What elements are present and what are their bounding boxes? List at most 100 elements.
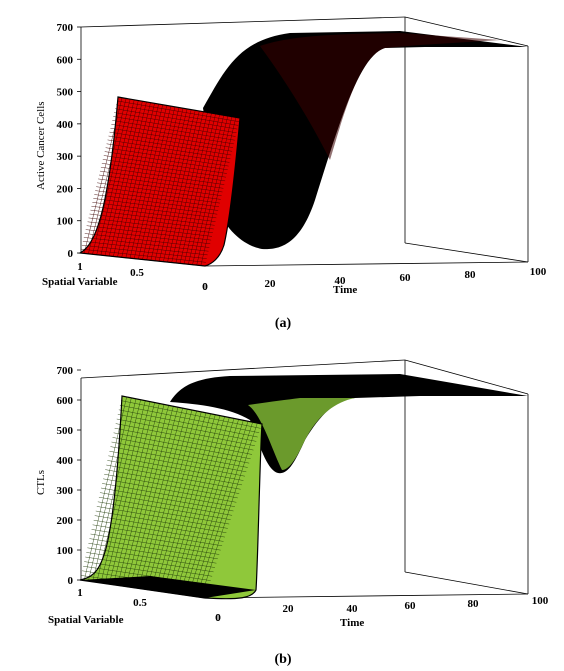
b-mesh-line-h	[88, 542, 217, 564]
panel-b-wall-outline	[79, 395, 263, 600]
panel-b-green-mesh	[79, 395, 263, 600]
b-z-tick-label: 0	[68, 575, 74, 587]
b-mesh-line-h	[103, 478, 237, 503]
panel-a-plateau-surface	[203, 31, 528, 250]
a-z-tick-label: 300	[57, 151, 74, 163]
a-mesh-line-h	[90, 209, 215, 226]
panel-a-z-axis-title: Active Cancer Cells	[35, 101, 47, 190]
a-mesh-line-h	[85, 229, 211, 245]
a-mesh-line-h	[99, 170, 224, 189]
panel-b-t-ticks: 0 20 40 60 80 100	[215, 595, 549, 624]
a-mesh-line-h	[98, 174, 223, 193]
a-mesh-line-h	[115, 108, 238, 130]
b-mesh-line-h	[110, 446, 247, 473]
a-t-tick-label: 40	[335, 275, 347, 287]
a-t-tick-label: 80	[465, 269, 477, 281]
a-z-tick-label: 700	[57, 22, 74, 34]
b-mesh-line-h	[118, 409, 258, 438]
b-mesh-line-h	[97, 501, 230, 525]
a-mesh-line-h	[101, 163, 226, 182]
b-z-tick-label: 300	[57, 485, 74, 497]
b-mesh-line-h	[108, 455, 244, 481]
b-mesh-line-h	[114, 427, 253, 455]
panel-b-label: (b)	[274, 652, 291, 667]
b-z-tick-label: 500	[57, 425, 74, 437]
b-x-tick-label: 0.5	[133, 597, 147, 609]
a-mesh-line-h	[93, 198, 218, 215]
a-mesh-line-h	[91, 205, 216, 222]
panel-b-z-ticks: 0 100 200 300 400 500 600 700	[57, 365, 81, 587]
a-x-tick-label: 0.5	[130, 267, 144, 279]
b-z-tick-label: 700	[57, 365, 74, 377]
b-mesh-line-h	[96, 506, 228, 529]
panel-b-t-axis-title: Time	[340, 617, 364, 629]
a-z-tick-label: 500	[57, 87, 74, 99]
b-mesh-line-h	[99, 492, 233, 516]
a-mesh-line-h	[96, 186, 220, 204]
b-t-tick-label: 100	[532, 595, 549, 607]
a-t-tick-label: 100	[530, 266, 547, 278]
a-mesh-line-h	[98, 178, 222, 196]
a-t-tick-label: 20	[265, 278, 277, 290]
a-mesh-line-h	[108, 135, 232, 156]
a-mesh-line-h	[84, 233, 210, 248]
a-mesh-line-h	[102, 159, 227, 178]
a-mesh-line-h	[114, 112, 237, 134]
b-x-tick-label: 1	[77, 587, 83, 599]
b-z-tick-label: 100	[57, 545, 74, 557]
panel-a-red-mesh	[77, 96, 241, 267]
b-mesh-line-h	[92, 524, 223, 547]
b-mesh-line-h	[112, 437, 250, 464]
b-mesh-line-h	[85, 556, 213, 577]
b-z-tick-label: 400	[57, 455, 74, 467]
a-x-tick-label: 0	[202, 281, 208, 293]
a-x-tick-label: 1	[77, 261, 83, 273]
panel-b-mesh-lines	[81, 396, 261, 598]
a-mesh-line-h	[103, 155, 227, 174]
b-mesh-line-h	[111, 441, 248, 468]
a-mesh-line-h	[81, 244, 207, 259]
panel-a-z-ticks: 0 100 200 300 400 500 600 700	[57, 22, 81, 260]
panel-b-x-axis-title: Spatial Variable	[48, 614, 124, 626]
a-mesh-line-h	[82, 241, 208, 256]
panel-a-label: (a)	[275, 316, 292, 331]
b-mesh-line-h	[116, 418, 255, 446]
b-t-tick-label: 60	[405, 600, 417, 612]
b-t-tick-label: 0	[215, 612, 221, 624]
panel-b-x-ticks: 10.50	[77, 587, 221, 624]
b-mesh-line-h	[120, 400, 261, 429]
a-mesh-line-h	[109, 131, 233, 152]
a-mesh-line-h	[113, 116, 236, 137]
panel-b-plateau-green-fold	[248, 398, 355, 470]
a-mesh-line-h	[116, 104, 239, 126]
a-mesh-line-h	[100, 166, 225, 185]
b-mesh-line-h	[98, 496, 231, 520]
b-mesh-line-h	[84, 561, 211, 581]
b-mesh-line-h	[91, 529, 221, 551]
b-mesh-line-h	[117, 414, 257, 442]
a-mesh-line-h	[97, 182, 221, 200]
b-mesh-line-h	[105, 469, 240, 494]
b-z-tick-label: 600	[57, 395, 74, 407]
b-mesh-line-h	[94, 515, 225, 538]
panel-a-t-ticks: 0 20 40 60 80 100	[202, 266, 547, 293]
b-mesh-line-h	[102, 483, 235, 507]
panel-a-plateau-sheen	[260, 33, 500, 160]
b-mesh-line-h	[93, 519, 224, 542]
a-mesh-line-h	[89, 213, 214, 230]
a-mesh-line-h	[117, 100, 240, 122]
b-z-tick-label: 200	[57, 515, 74, 527]
a-z-tick-label: 0	[68, 248, 74, 260]
a-mesh-line-h	[107, 139, 231, 159]
a-mesh-line-h	[87, 221, 213, 237]
b-mesh-line-h	[106, 464, 241, 490]
b-mesh-line-h	[95, 510, 227, 533]
b-mesh-line-h	[100, 487, 234, 512]
panel-b-far-surface	[170, 374, 528, 474]
a-z-tick-label: 200	[57, 183, 74, 195]
a-mesh-line-h	[94, 194, 219, 211]
a-t-tick-label: 0	[202, 281, 208, 293]
